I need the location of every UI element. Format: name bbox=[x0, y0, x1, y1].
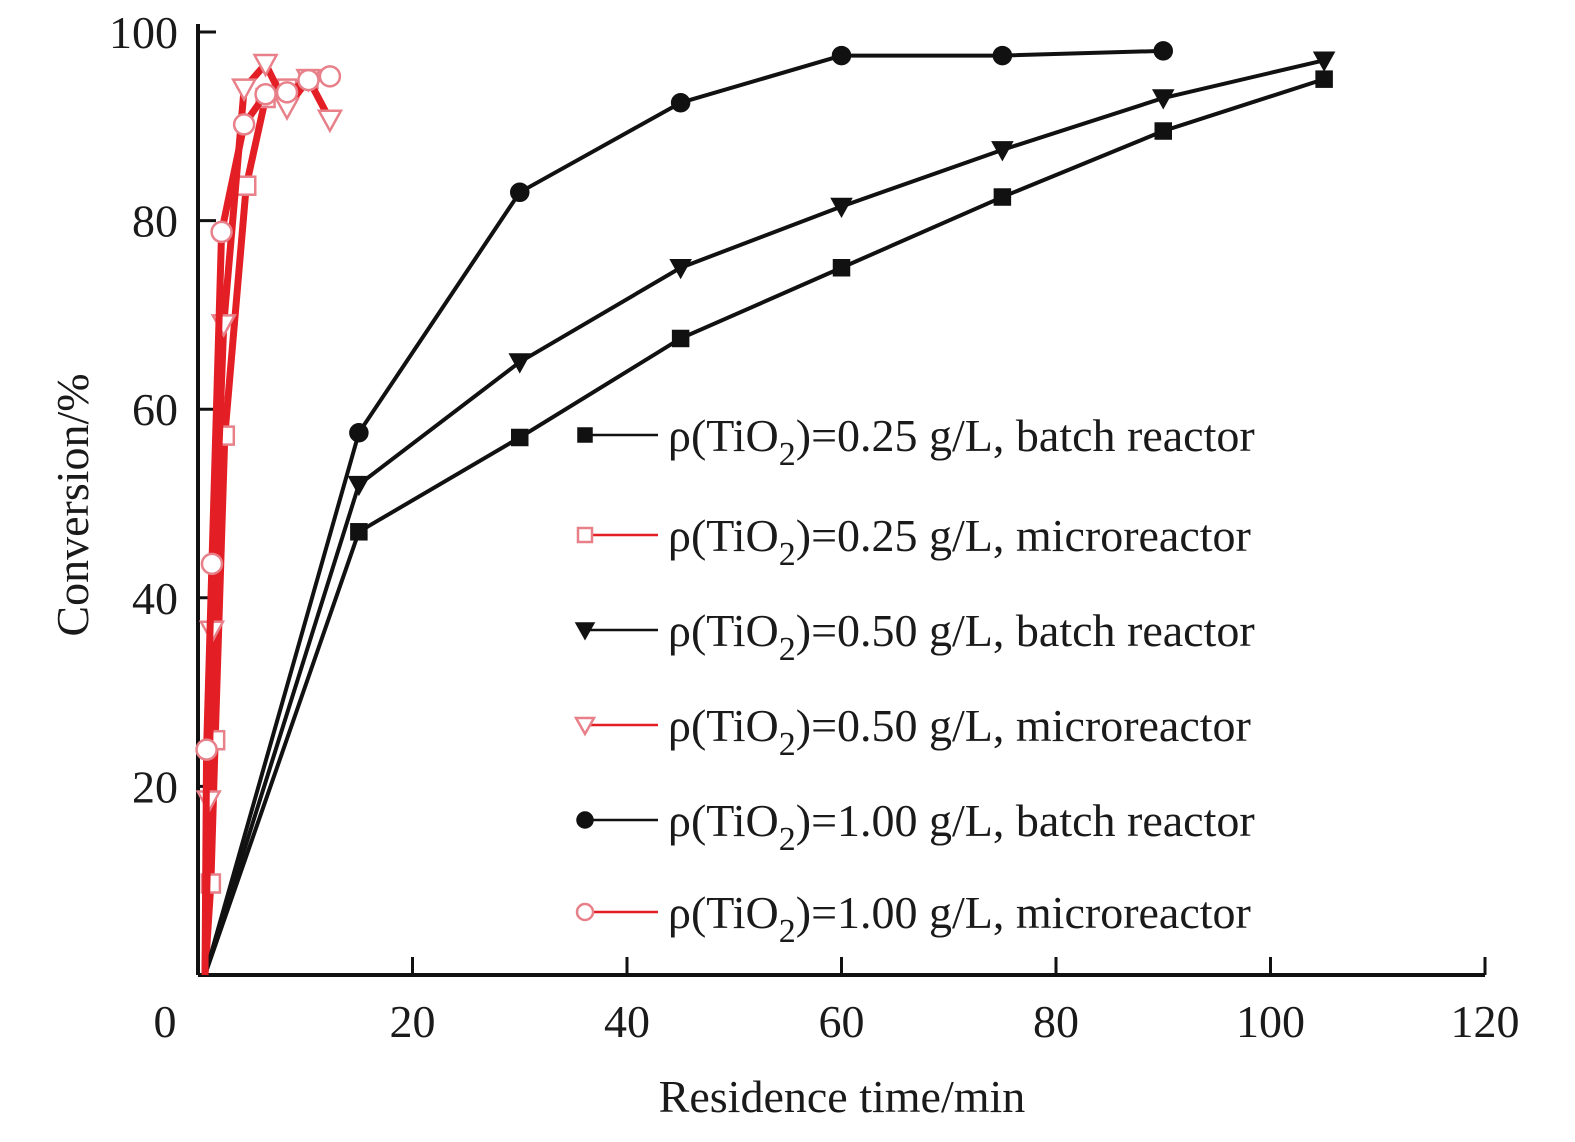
data-point bbox=[297, 68, 320, 92]
legend-marker bbox=[574, 622, 596, 641]
y-tick-label: 60 bbox=[132, 384, 178, 435]
legend-subscript: 2 bbox=[779, 436, 796, 473]
data-point bbox=[316, 109, 344, 134]
x-tick-label: 0 bbox=[154, 996, 177, 1047]
legend-item: ρ(TiO2)=0.50 g/L, microreactor bbox=[573, 700, 1251, 763]
x-axis-label: Residence time/min bbox=[659, 1071, 1026, 1122]
legend-label: ρ(TiO2)=0.50 g/L, batch reactor bbox=[668, 605, 1255, 668]
x-tick-label: 120 bbox=[1451, 996, 1520, 1047]
data-point bbox=[318, 65, 342, 88]
legend-suffix: )=0.25 g/L, microreactor bbox=[796, 510, 1251, 561]
data-point bbox=[254, 82, 277, 106]
legend-label: ρ(TiO2)=1.00 g/L, batch reactor bbox=[668, 795, 1255, 858]
x-tick-label: 40 bbox=[604, 996, 650, 1047]
legend-prefix: ρ(TiO bbox=[668, 700, 779, 751]
series-5 bbox=[203, 41, 1173, 976]
legend-subscript: 2 bbox=[779, 536, 796, 573]
legend-marker bbox=[575, 902, 595, 922]
data-point bbox=[349, 423, 369, 443]
data-point bbox=[669, 259, 692, 280]
legend-prefix: ρ(TiO bbox=[668, 887, 779, 938]
data-point bbox=[252, 53, 279, 78]
legend-marker bbox=[576, 526, 594, 544]
data-point bbox=[1153, 41, 1173, 61]
data-point bbox=[1315, 70, 1333, 88]
data-point bbox=[991, 141, 1014, 162]
data-point bbox=[831, 45, 852, 66]
legend: ρ(TiO2)=0.25 g/L, batch reactorρ(TiO2)=0… bbox=[573, 410, 1255, 950]
legend-label: ρ(TiO2)=1.00 g/L, microreactor bbox=[668, 887, 1251, 950]
legend-label: ρ(TiO2)=0.25 g/L, batch reactor bbox=[668, 410, 1255, 473]
legend-item: ρ(TiO2)=0.25 g/L, microreactor bbox=[576, 510, 1251, 573]
y-tick-label: 40 bbox=[132, 573, 178, 624]
data-point bbox=[232, 113, 256, 136]
x-tick-label: 100 bbox=[1236, 996, 1305, 1047]
data-point bbox=[508, 353, 532, 374]
x-tick-label: 20 bbox=[390, 996, 436, 1047]
x-tick-label: 80 bbox=[1033, 996, 1079, 1047]
axes: 0 20 40 60 80 100 120 20 40 60 80 100 bbox=[109, 7, 1520, 1047]
series-line bbox=[201, 75, 310, 976]
legend-subscript: 2 bbox=[779, 631, 796, 668]
legend-prefix: ρ(TiO bbox=[668, 605, 779, 656]
legend-subscript: 2 bbox=[779, 726, 796, 763]
series-6 bbox=[195, 65, 342, 976]
data-point bbox=[510, 182, 530, 203]
legend-label: ρ(TiO2)=0.25 g/L, microreactor bbox=[668, 510, 1251, 573]
data-point bbox=[195, 738, 218, 761]
data-point bbox=[350, 523, 368, 541]
legend-prefix: ρ(TiO bbox=[668, 410, 779, 461]
series-line bbox=[203, 77, 1325, 976]
data-point bbox=[1312, 51, 1336, 72]
legend-prefix: ρ(TiO bbox=[668, 510, 779, 561]
data-point bbox=[347, 475, 371, 497]
data-point bbox=[992, 45, 1013, 66]
series-group bbox=[195, 41, 1336, 976]
legend-item: ρ(TiO2)=1.00 g/L, batch reactor bbox=[576, 795, 1255, 858]
legend-suffix: )=0.50 g/L, microreactor bbox=[796, 700, 1251, 751]
data-point bbox=[511, 428, 529, 447]
y-tick-label: 100 bbox=[109, 7, 178, 58]
legend-item: ρ(TiO2)=0.50 g/L, batch reactor bbox=[574, 605, 1255, 668]
legend-subscript: 2 bbox=[779, 821, 796, 858]
y-tick-label: 20 bbox=[132, 761, 178, 812]
legend-subscript: 2 bbox=[779, 913, 796, 950]
data-point bbox=[832, 259, 851, 277]
data-point bbox=[1151, 89, 1175, 110]
legend-item: ρ(TiO2)=1.00 g/L, microreactor bbox=[575, 887, 1251, 950]
data-point bbox=[200, 552, 224, 576]
legend-label: ρ(TiO2)=0.50 g/L, microreactor bbox=[668, 700, 1251, 763]
legend-marker bbox=[577, 427, 593, 443]
x-tick-label: 60 bbox=[819, 996, 865, 1047]
series-1 bbox=[203, 70, 1333, 976]
data-point bbox=[275, 81, 299, 104]
legend-item: ρ(TiO2)=0.25 g/L, batch reactor bbox=[577, 410, 1255, 473]
legend-prefix: ρ(TiO bbox=[668, 795, 779, 846]
legend-suffix: )=1.00 g/L, batch reactor bbox=[796, 795, 1255, 846]
series-4 bbox=[195, 53, 344, 976]
legend-suffix: )=1.00 g/L, microreactor bbox=[796, 887, 1251, 938]
series-3 bbox=[203, 51, 1336, 976]
data-point bbox=[671, 329, 690, 348]
data-point bbox=[210, 220, 233, 244]
y-tick-label: 80 bbox=[132, 196, 178, 247]
data-point bbox=[231, 78, 258, 103]
legend-suffix: )=0.50 g/L, batch reactor bbox=[796, 605, 1255, 656]
data-point bbox=[830, 197, 853, 218]
series-line bbox=[203, 58, 1325, 976]
y-axis-label: Conversion/% bbox=[47, 373, 98, 636]
data-point bbox=[236, 175, 257, 196]
data-point bbox=[993, 188, 1012, 206]
data-point bbox=[1154, 122, 1172, 140]
legend-marker bbox=[576, 811, 594, 829]
legend-suffix: )=0.25 g/L, batch reactor bbox=[796, 410, 1255, 461]
legend-marker bbox=[573, 716, 597, 737]
data-point bbox=[670, 92, 691, 113]
